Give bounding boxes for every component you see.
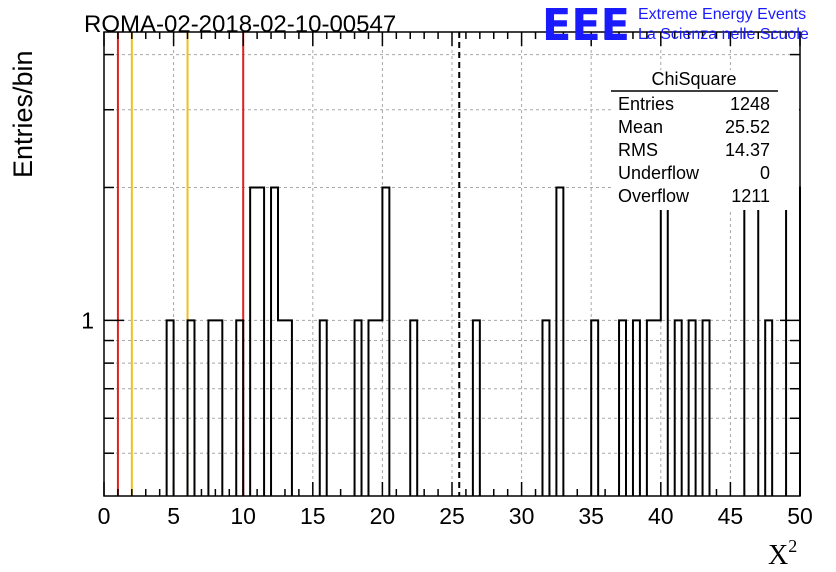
histogram-bin xyxy=(703,320,710,496)
histogram-bin xyxy=(751,187,758,496)
histogram-bin xyxy=(278,320,285,496)
eee-logo-line2: La Scienza nelle Scuole xyxy=(638,26,809,43)
y-axis-label: Entries/bin xyxy=(8,50,38,178)
histogram-bin xyxy=(786,187,793,496)
histogram-bin xyxy=(382,187,389,496)
histogram-bin xyxy=(320,320,327,496)
histogram-bin xyxy=(250,187,257,496)
x-tick-label: 40 xyxy=(648,503,674,529)
x-axis-label-superscript: 2 xyxy=(788,536,797,556)
histogram-bin xyxy=(689,320,696,496)
stats-box-title: ChiSquare xyxy=(651,69,736,89)
histogram-bin xyxy=(257,187,264,496)
histogram-bin xyxy=(591,320,598,496)
stats-value: 1211 xyxy=(731,186,770,206)
x-axis-label-main: X xyxy=(768,540,788,571)
x-tick-label: 0 xyxy=(98,503,111,529)
histogram-bin xyxy=(208,320,215,496)
x-axis-label: X2 xyxy=(768,536,797,571)
tick-layer xyxy=(103,32,801,496)
x-tick-label: 30 xyxy=(509,503,535,529)
x-tick-label: 25 xyxy=(439,503,465,529)
histogram-bin xyxy=(285,320,292,496)
x-tick-label: 45 xyxy=(718,503,744,529)
histogram-bin xyxy=(410,320,417,496)
histogram-bin xyxy=(542,320,549,496)
histogram-bin xyxy=(661,187,668,496)
histogram-bin xyxy=(271,187,278,496)
histogram-bin xyxy=(793,187,800,496)
histogram-bin xyxy=(355,320,362,496)
stats-label: Underflow xyxy=(618,163,700,183)
histogram-bin xyxy=(167,320,174,496)
histogram-bin xyxy=(744,187,751,496)
eee-logo-line1: Extreme Energy Events xyxy=(638,6,806,23)
histogram-bin xyxy=(647,320,654,496)
chart-title: ROMA-02-2018-02-10-00547 xyxy=(84,11,396,38)
x-tick-label: 50 xyxy=(787,503,813,529)
histogram-bin xyxy=(236,320,243,496)
x-tick-label: 5 xyxy=(167,503,180,529)
stats-value: 25.52 xyxy=(725,117,770,137)
stats-label: Entries xyxy=(618,94,674,114)
eee-logo-mark: EEE xyxy=(542,0,630,51)
histogram-bin xyxy=(619,320,626,496)
x-tick-label: 20 xyxy=(370,503,396,529)
histogram-bin xyxy=(375,320,382,496)
tick-label-layer: 0 5 10 15 20 25 30 35 40 45 50 1 xyxy=(81,307,813,529)
eee-logo: EEE Extreme Energy Events La Scienza nel… xyxy=(542,0,809,51)
histogram-bin xyxy=(473,320,480,496)
histogram-bin xyxy=(188,320,195,496)
stats-value: 0 xyxy=(760,163,770,183)
stats-box-bg xyxy=(611,70,799,210)
x-tick-label: 35 xyxy=(578,503,604,529)
histogram-bin xyxy=(633,320,640,496)
stats-label: Mean xyxy=(618,117,663,137)
histogram-bin xyxy=(654,320,661,496)
x-tick-label: 10 xyxy=(230,503,256,529)
stats-value: 14.37 xyxy=(725,140,770,160)
histogram-layer xyxy=(165,186,801,496)
stats-box: ChiSquare Entries 1248 Mean 25.52 RMS 14.37 Un… xyxy=(611,69,799,210)
y-tick-label: 1 xyxy=(81,307,94,333)
stats-label: Overflow xyxy=(618,186,690,206)
stats-value: 1248 xyxy=(730,94,770,114)
histogram-bin xyxy=(675,320,682,496)
histogram-bin xyxy=(765,320,772,496)
histogram-bin xyxy=(215,320,222,496)
histogram-bin xyxy=(556,187,563,496)
x-tick-label: 15 xyxy=(300,503,326,529)
histogram-bin xyxy=(368,320,375,496)
stats-label: RMS xyxy=(618,140,658,160)
stats-rows: Entries 1248 Mean 25.52 RMS 14.37 Underflow 0 Ov… xyxy=(618,94,770,206)
